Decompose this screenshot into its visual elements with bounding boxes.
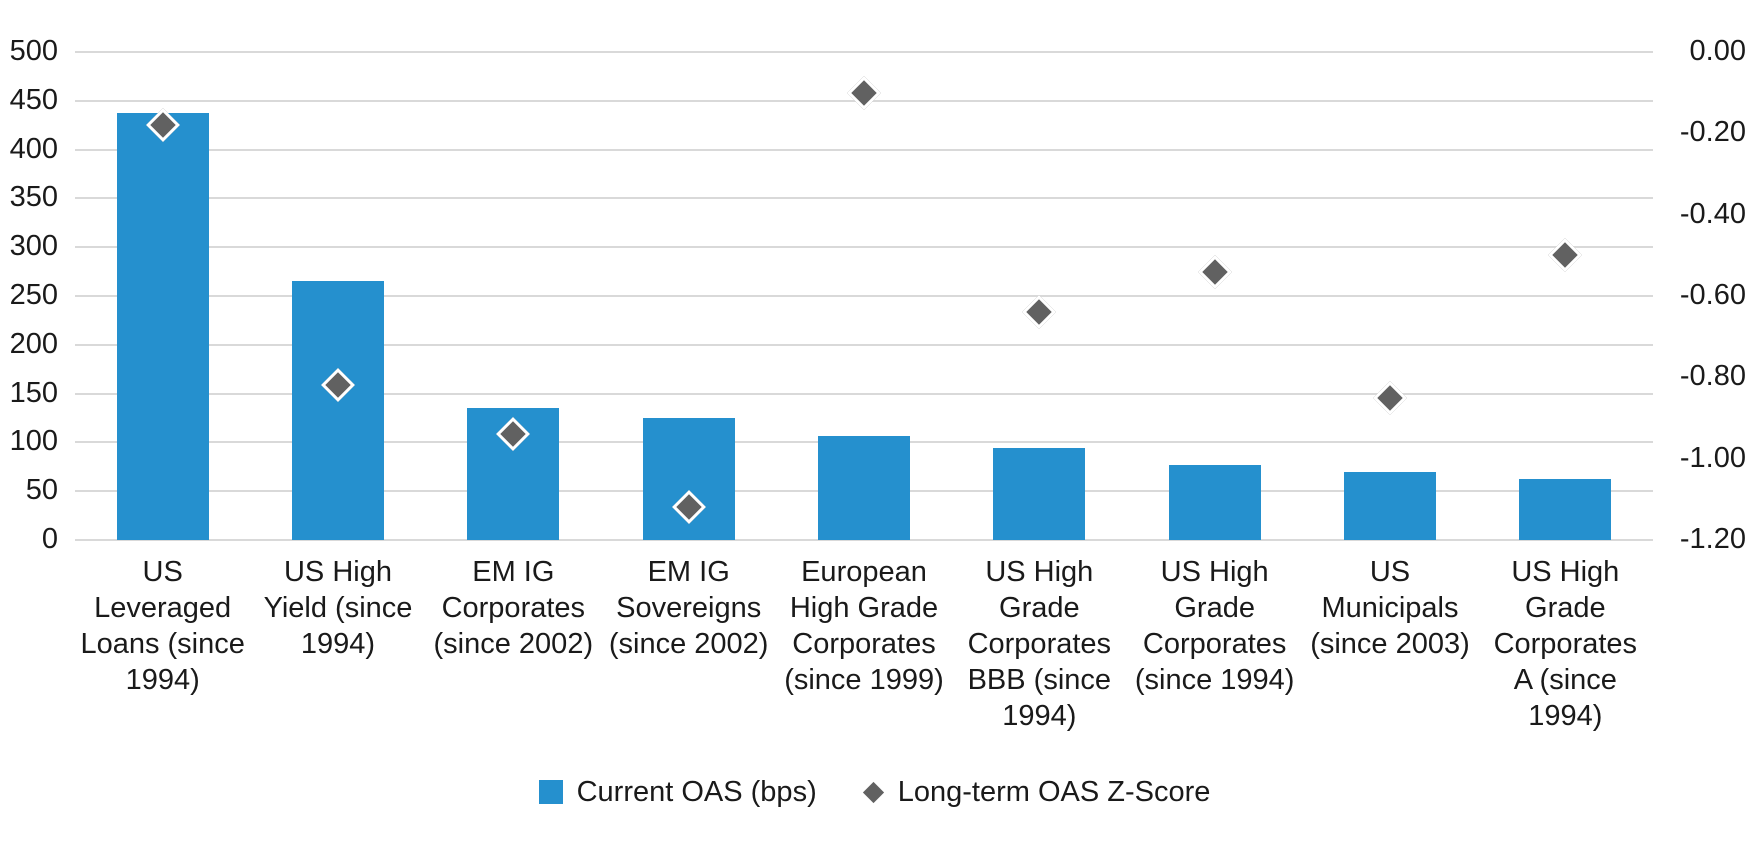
category-label-line: 1994): [300, 628, 376, 660]
category-label-line: 1994): [125, 664, 200, 696]
category-label-line: Corporates: [441, 592, 586, 624]
category-label-line: US High: [1160, 556, 1269, 588]
category-label-line: Leveraged: [94, 592, 232, 624]
right-axis-tick-label: 0.00: [1689, 35, 1746, 67]
category-label: EM IG Corporates (since 2002): [426, 554, 601, 662]
right-axis-tick-label: -1.00: [1679, 441, 1746, 474]
category-label: US High Grade Corporates BBB (since 1994): [952, 554, 1127, 734]
right-axis-tick-label: -0.60: [1679, 279, 1746, 311]
category-label-line: (since 2002): [608, 628, 769, 660]
category-label-line: Loans (since: [80, 628, 245, 660]
gridline: [75, 392, 1653, 395]
category-label-line: European: [801, 556, 927, 588]
gridline: [75, 51, 1653, 53]
legend-label: Long-term OAS Z-Score: [897, 776, 1211, 808]
left-axis-tick-label: 200: [9, 327, 58, 360]
left-axis-tick-label: 100: [9, 425, 58, 458]
left-axis-tick-label: 350: [9, 181, 58, 214]
category-label-line: US High: [985, 556, 1094, 588]
category-label-line: (since 1994): [1134, 664, 1295, 696]
category-label-line: Municipals: [1321, 592, 1459, 624]
legend-label: Current OAS (bps): [576, 776, 817, 808]
left-axis-tick-label: 400: [9, 132, 58, 165]
right-axis-tick-label: -0.20: [1679, 116, 1746, 149]
category-label: US High Yield (since 1994): [250, 554, 425, 662]
category-label-line: Corporates: [1142, 628, 1287, 660]
zscore-diamond-marker: [1197, 254, 1232, 289]
category-label: US High Grade Corporates A (since 1994): [1478, 554, 1653, 734]
category-label: US Leveraged Loans (since 1994): [75, 554, 250, 698]
left-axis-tick-label: 0: [41, 523, 58, 555]
category-label-line: Grade: [1525, 592, 1606, 624]
category-label-line: BBB (since: [967, 664, 1112, 696]
category-label-line: Corporates: [792, 628, 936, 660]
zscore-diamond-marker: [1548, 238, 1583, 273]
category-label-line: Corporates: [1493, 628, 1638, 660]
category-label-line: Yield (since: [263, 592, 413, 624]
category-label-line: A (since: [1513, 664, 1617, 696]
current-oas-bar: [993, 448, 1086, 540]
gridline: [75, 343, 1653, 346]
right-axis-tick-label: -0.80: [1679, 360, 1746, 393]
right-axis-tick-label: -0.40: [1679, 197, 1746, 230]
category-label-line: US: [1369, 556, 1411, 588]
category-label: EM IG Sovereigns (since 2002): [601, 554, 776, 662]
zscore-diamond-marker: [1373, 380, 1407, 415]
chart-legend: Current OAS (bps) Long-term OAS Z-Score: [0, 770, 1749, 814]
current-oas-bar: [818, 435, 910, 540]
gridline: [75, 246, 1653, 249]
current-oas-bar: [116, 112, 209, 540]
current-oas-bar: [1519, 478, 1612, 540]
left-axis-tick-label: 450: [9, 83, 58, 116]
left-axis-tick-label: 250: [9, 279, 58, 311]
category-label-line: US: [142, 556, 183, 588]
right-axis-tick-label: -1.20: [1679, 523, 1746, 555]
current-oas-bar: [1168, 464, 1261, 540]
category-label-line: 1994): [1528, 700, 1603, 732]
category-label-line: EM IG: [472, 556, 555, 588]
category-label-line: (since 2002): [433, 628, 594, 660]
category-label-line: Corporates: [967, 628, 1112, 660]
category-label: US Municipals (since 2003): [1302, 554, 1477, 662]
left-axis-tick-label: 50: [25, 474, 58, 507]
gridline: [75, 197, 1653, 200]
left-axis-tick-label: 150: [9, 376, 58, 409]
gridline: [75, 148, 1653, 151]
current-oas-bar: [292, 281, 384, 540]
legend-item-zscore: Long-term OAS Z-Score: [862, 776, 1211, 808]
category-label: European High Grade Corporates (since 1999): [776, 554, 951, 698]
gridline: [75, 295, 1653, 297]
category-label-line: (since 2003): [1310, 628, 1470, 660]
left-axis-tick-label: 500: [9, 35, 58, 67]
category-label-line: US High: [283, 556, 392, 588]
category-label-line: Grade: [1174, 592, 1255, 624]
legend-item-current-oas: Current OAS (bps): [538, 776, 817, 808]
category-label-line: High Grade: [789, 592, 939, 624]
left-axis-tick-label: 300: [9, 230, 58, 263]
gridline: [75, 539, 1653, 541]
category-label: US High Grade Corporates (since 1994): [1127, 554, 1302, 698]
category-label-line: US High: [1511, 556, 1620, 588]
category-label-line: Sovereigns: [616, 592, 762, 624]
bar-swatch-icon: [538, 780, 563, 804]
category-label-line: (since 1999): [784, 664, 944, 696]
current-oas-bar: [1344, 471, 1436, 540]
category-label-line: 1994): [1002, 700, 1077, 732]
zscore-diamond-marker: [847, 75, 881, 110]
diamond-swatch-icon: [862, 781, 884, 803]
zscore-diamond-marker: [1022, 295, 1057, 330]
category-label-line: Grade: [999, 592, 1080, 624]
category-label-line: EM IG: [647, 556, 730, 588]
